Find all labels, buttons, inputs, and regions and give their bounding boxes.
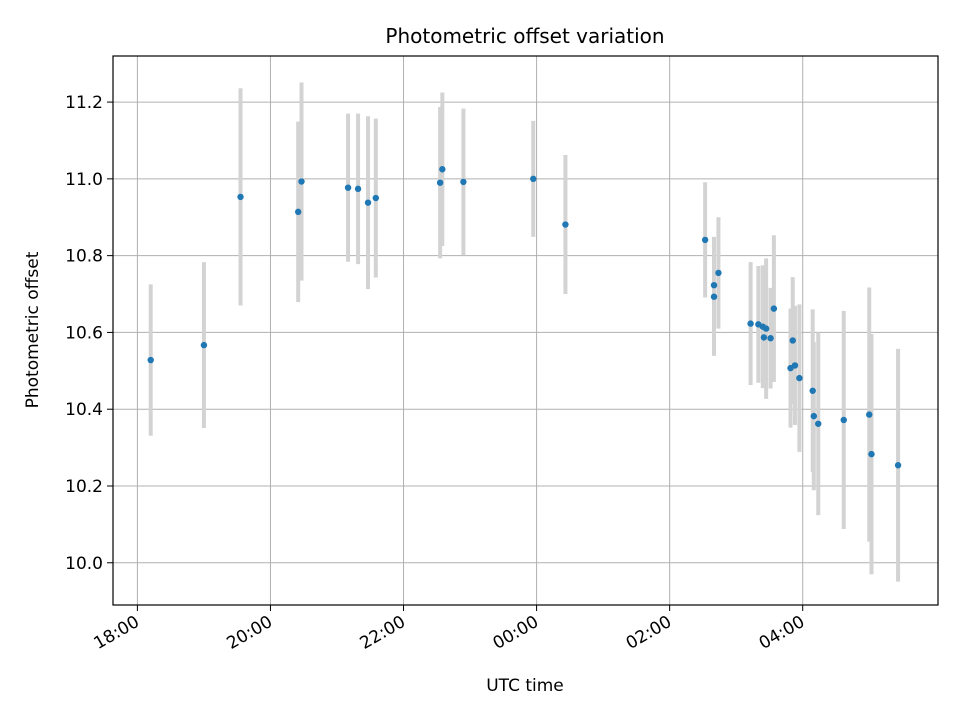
y-tick-label: 10.4 (65, 400, 103, 420)
data-points (147, 166, 902, 469)
data-point (530, 175, 537, 183)
data-point (796, 374, 803, 382)
data-point (439, 166, 446, 173)
plot-frame (112, 55, 939, 606)
data-point (147, 356, 154, 364)
data-point (436, 179, 444, 186)
data-point (344, 184, 352, 191)
y-tick-label: 11.2 (65, 93, 103, 113)
data-point (562, 221, 569, 228)
data-point (354, 185, 362, 193)
data-point (747, 320, 754, 327)
data-point (810, 412, 818, 420)
y-axis-ticks: 10.0 10.2 10.4 10.6 10.8 11.0 11.2 (65, 93, 113, 574)
data-point (866, 411, 873, 418)
data-point (460, 178, 467, 186)
data-point (767, 334, 774, 342)
y-tick-label: 10.0 (65, 554, 103, 574)
data-point (789, 337, 796, 344)
data-point (710, 281, 718, 289)
data-point (200, 341, 208, 349)
data-point (710, 293, 718, 300)
data-point (298, 178, 305, 185)
y-axis-label: Photometric offset (23, 251, 43, 408)
data-point (364, 199, 372, 206)
gridlines (113, 56, 938, 605)
y-tick-label: 10.6 (65, 323, 103, 343)
data-point (762, 325, 770, 332)
data-point (868, 450, 875, 458)
data-point (770, 305, 778, 312)
data-point (372, 194, 380, 202)
data-point (840, 416, 847, 424)
data-point (815, 420, 822, 427)
x-axis-label: UTC time (486, 676, 564, 696)
data-point (294, 208, 302, 216)
data-point (809, 387, 816, 394)
data-point (701, 236, 709, 244)
y-tick-label: 10.8 (65, 247, 103, 267)
data-point (715, 269, 722, 277)
data-point (894, 462, 902, 469)
data-point (791, 362, 799, 369)
data-point (237, 193, 244, 201)
data-point (760, 334, 768, 341)
y-tick-label: 10.2 (65, 477, 103, 497)
chart-title: Photometric offset variation (385, 24, 664, 48)
y-tick-label: 11.0 (65, 170, 103, 190)
